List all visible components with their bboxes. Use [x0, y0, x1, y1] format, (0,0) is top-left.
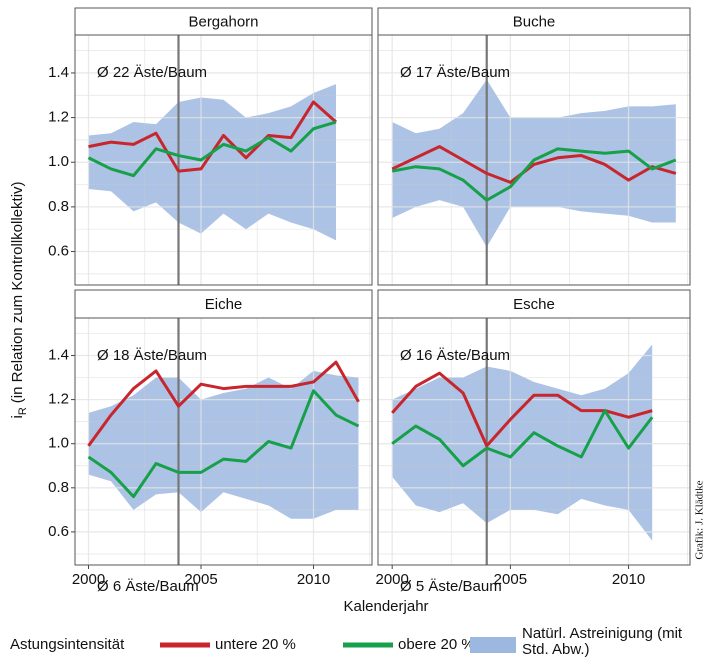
y-tick-label: 1.0 — [48, 153, 69, 170]
y-tick-label: 0.6 — [48, 242, 69, 259]
series-line — [87, 389, 360, 499]
std-band — [392, 344, 653, 541]
y-label-subscript: R — [17, 407, 29, 415]
y-label-symbol: i — [9, 415, 26, 418]
annotation: Ø 6 Äste/Baum — [97, 578, 199, 595]
strip — [377, 7, 691, 36]
annotation: Ø 18 Äste/Baum — [97, 347, 207, 364]
panel-title: Esche — [513, 296, 555, 313]
legend-swatch — [470, 637, 516, 653]
strip — [377, 289, 691, 319]
x-tick-label: 2010 — [297, 571, 330, 588]
y-tick-label: 0.8 — [48, 198, 69, 215]
series-line — [391, 371, 653, 448]
annotation: Ø 22 Äste/Baum — [97, 64, 207, 81]
annotation: Ø 5 Äste/Baum — [400, 578, 502, 595]
series-line — [391, 409, 654, 468]
annotation: Ø 16 Äste/Baum — [400, 347, 510, 364]
y-tick-label: 1.4 — [48, 346, 69, 363]
std-band — [88, 370, 359, 519]
y-axis-label: iR (in Relation zum Kontrollkollektiv) — [9, 181, 29, 418]
legend-label: Natürl. Astreinigung (mit Std. Abw.) — [522, 625, 683, 658]
y-tick-label: 0.6 — [48, 523, 69, 540]
legend-label: obere 20 % — [398, 636, 475, 653]
legend-label: untere 20 % — [215, 636, 296, 653]
annotation: Ø 17 Äste/Baum — [400, 64, 510, 81]
x-tick-label: 2000 — [375, 571, 408, 588]
x-axis-label: Kalenderjahr — [343, 598, 428, 615]
y-tick-label: 1.2 — [48, 391, 69, 408]
series-line — [87, 120, 337, 178]
y-label-text: (in Relation zum Kontrollkollektiv) — [9, 181, 26, 403]
x-tick-label: 2000 — [72, 571, 105, 588]
y-tick-label: 1.0 — [48, 435, 69, 452]
series-line — [87, 360, 360, 447]
credit: Grafik: J. Klädtke — [694, 480, 706, 559]
strip — [74, 289, 373, 319]
panel-title: Buche — [513, 13, 556, 30]
y-tick-label: 1.2 — [48, 109, 69, 126]
x-tick-label: 2010 — [612, 571, 645, 588]
series-line — [391, 147, 677, 202]
legend-title: Astungsintensität — [10, 636, 125, 653]
y-tick-label: 0.8 — [48, 479, 69, 496]
x-tick-label: 2005 — [494, 571, 527, 588]
series-line — [391, 145, 677, 184]
y-tick-label: 1.4 — [48, 64, 69, 81]
strip — [74, 7, 373, 36]
x-tick-label: 2005 — [184, 571, 217, 588]
panel-title: Eiche — [205, 296, 243, 313]
panel-title: Bergahorn — [188, 13, 258, 30]
